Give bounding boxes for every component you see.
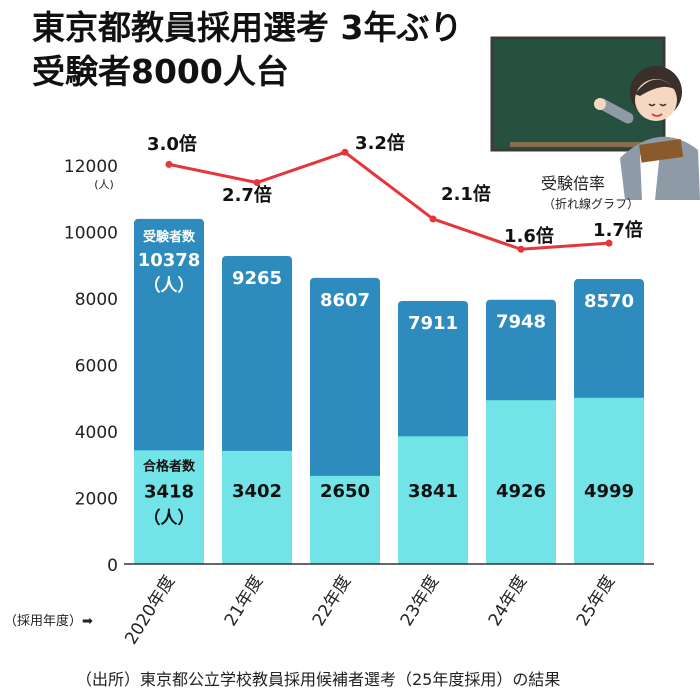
applicants-legend-label: 受験者数 (143, 229, 196, 245)
x-tick-label: 2020年度 (121, 572, 179, 648)
passers-value-label: 2650 (320, 481, 370, 502)
applicants-value-label: 8570 (584, 291, 634, 312)
ratio-label: 2.7倍 (222, 184, 272, 206)
y-tick-label: 2000 (75, 490, 118, 510)
bar-passers (574, 397, 644, 564)
applicants-value-label: 9265 (232, 268, 282, 289)
ratio-label: 2.1倍 (441, 183, 491, 205)
bar-passers (486, 400, 556, 564)
chart-title: 東京都教員採用選考 3年ぶり 受験者8000人台 (32, 6, 462, 94)
ratio-point (341, 148, 349, 156)
applicants-value-label: 10378 (138, 250, 201, 271)
bars: 受験者数 10378 （人） 合格者数 3418 （人） 9265 3402 8607 2650 7… (134, 218, 644, 564)
bar-passers (398, 436, 468, 564)
x-tick-label: 22年度 (309, 572, 355, 630)
line-legend-title: 受験倍率 (541, 174, 605, 193)
title-line-1: 東京都教員採用選考 3年ぶり (32, 8, 463, 47)
applicants-value-label: 8607 (320, 290, 370, 311)
x-tick-label: 25年度 (573, 572, 619, 630)
ratio-line: 3.0倍 2.7倍 3.2倍 2.1倍 1.6倍 1.7倍 (147, 132, 643, 253)
line-legend-sub: （折れ線グラフ） (543, 196, 639, 211)
x-tick-label: 23年度 (397, 572, 443, 630)
applicants-value-label: 7911 (408, 313, 458, 334)
y-tick-label: 12000 (64, 157, 118, 177)
y-axis: 0 2000 4000 6000 8000 10000 12000(人) (64, 157, 118, 576)
ratio-point (605, 239, 613, 247)
ratio-label: 3.2倍 (355, 132, 405, 154)
bar-passers (134, 450, 204, 564)
applicants-unit-label: （人） (144, 275, 195, 296)
x-axis: 2020年度 21年度 22年度 23年度 24年度 25年度 (121, 563, 654, 648)
bar-passers (222, 450, 292, 564)
y-unit-label: (人) (94, 178, 114, 191)
passers-value-label: 3418 (144, 481, 194, 502)
y-tick-label: 6000 (75, 357, 118, 377)
passers-value-label: 3402 (232, 481, 282, 502)
title-line-2: 受験者8000人台 (32, 52, 289, 91)
source-note: （出所）東京都公立学校教員採用候補者選考（25年度採用）の結果 (76, 670, 561, 689)
passers-value-label: 3841 (408, 481, 458, 502)
ratio-label: 3.0倍 (147, 133, 197, 155)
y-tick-label: 4000 (75, 423, 118, 443)
passers-legend-label: 合格者数 (143, 458, 196, 474)
x-axis-label: （採用年度）➡ (4, 613, 93, 629)
teacher-illustration (490, 36, 700, 200)
x-tick-label: 24年度 (485, 572, 531, 630)
passers-value-label: 4999 (584, 481, 634, 502)
ratio-label: 1.7倍 (593, 219, 643, 241)
bar-passers (310, 475, 380, 564)
ratio-point (517, 245, 525, 253)
passers-unit-label: （人） (144, 507, 195, 528)
ratio-point (253, 179, 261, 187)
passers-value-label: 4926 (496, 481, 546, 502)
ratio-point (429, 215, 437, 223)
y-tick-label: 0 (107, 556, 118, 576)
ratio-point (165, 160, 173, 168)
ratio-label: 1.6倍 (504, 225, 554, 247)
applicants-value-label: 7948 (496, 312, 546, 333)
line-legend: 受験倍率 （折れ線グラフ） (541, 174, 639, 211)
x-tick-label: 21年度 (221, 572, 267, 630)
y-tick-label: 8000 (75, 290, 118, 310)
y-tick-label: 10000 (64, 224, 118, 244)
ratio-polyline (168, 150, 610, 251)
